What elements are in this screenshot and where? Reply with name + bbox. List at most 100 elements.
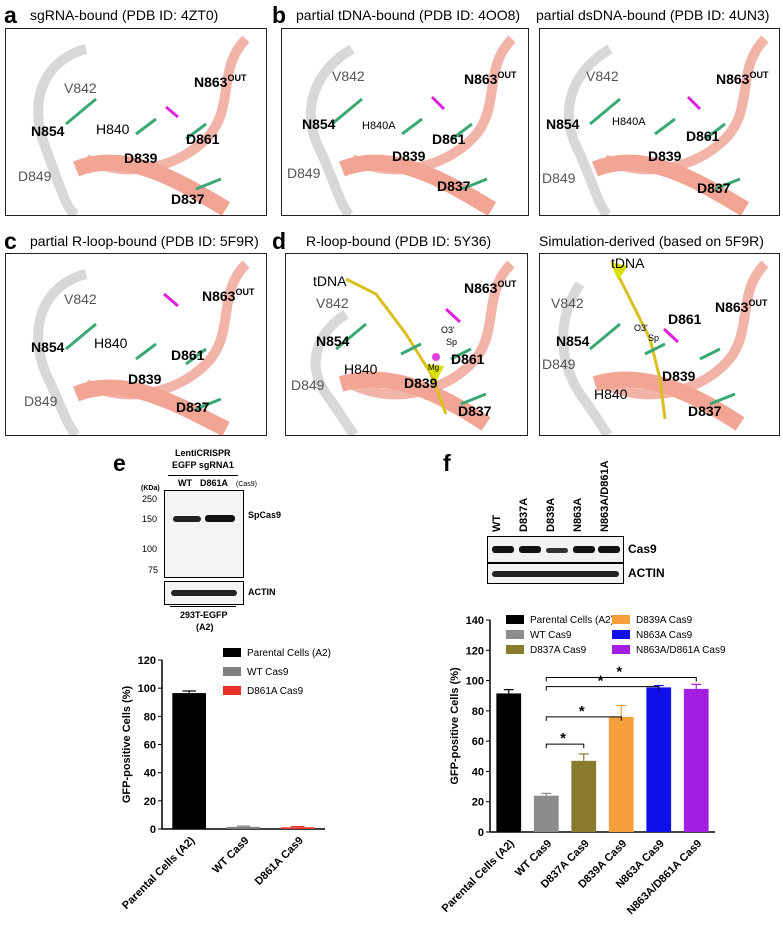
- y-axis-label: GFP-positive Cells (%): [449, 667, 461, 785]
- chart-e: 0 20 40 60 80 100 120 GFP-positive Cells (%) Par…: [100, 640, 360, 926]
- residue-n854: N854: [316, 333, 350, 349]
- structure-render-d: [310, 260, 515, 435]
- lane-d861a: D861A: [200, 478, 229, 488]
- bar-wt-cas9: [226, 826, 261, 829]
- residue-v842: V842: [64, 291, 97, 307]
- cell-line: 293T-EGFP: [180, 610, 228, 620]
- structure-render-b2: [563, 35, 769, 215]
- x-tick-label-wt-cas9: WT Cas9: [210, 835, 251, 876]
- band-f-d837a: [519, 546, 541, 553]
- residue-n854: N854: [556, 333, 590, 349]
- residue-h840: H840: [594, 386, 628, 402]
- legend-swatch-d839a-cas9: [612, 615, 630, 624]
- legend-swatch-parental-cells-a2: [506, 615, 524, 624]
- residue-d839: D839: [128, 371, 162, 387]
- lane-f-d837a: D837A: [518, 497, 530, 532]
- y-tick-label: 0: [150, 824, 156, 836]
- panel-label-d: d: [272, 228, 287, 254]
- residue-d839: D839: [662, 368, 696, 384]
- significance-bracket-n863a-cas9: [545, 686, 660, 691]
- x-tick-label-parental-cells-a2: Parental Cells (A2): [120, 834, 197, 911]
- ion-mg: Mg: [428, 363, 440, 372]
- x-tick-label-parental-cells-a2: Parental Cells (A2): [440, 837, 517, 914]
- band-label-cas9: Cas9: [628, 542, 657, 556]
- y-tick-label: 80: [472, 706, 484, 718]
- legend-label-n863a-cas9: N863A Cas9: [636, 630, 693, 641]
- residue-h840: H840: [94, 335, 128, 351]
- legend-swatch-d837a-cas9: [506, 645, 524, 654]
- significance-bracket-n863a-d861a-cas9: [545, 677, 697, 682]
- y-tick-label: 0: [478, 827, 484, 839]
- structure-panel-b: V842 N863OUT N854 H840A D861 D839 D849 D…: [281, 28, 529, 216]
- bar-n863a-d861a-cas9: [683, 688, 709, 832]
- residue-d837: D837: [458, 403, 492, 419]
- residue-h840a: H840A: [612, 116, 646, 128]
- bar-parental-cells-a2: [172, 693, 207, 829]
- marker-100: 100: [142, 544, 158, 554]
- y-axis-label: GFP-positive Cells (%): [121, 685, 133, 803]
- bar-d837a-cas9: [571, 760, 597, 832]
- legend-swatch-d861a-cas9: [223, 686, 241, 695]
- structure-render-a: [33, 35, 250, 215]
- y-tick-label: 40: [144, 768, 156, 780]
- residue-d861: D861: [668, 311, 702, 327]
- residue-d861: D861: [186, 131, 220, 147]
- y-tick-label: 100: [466, 676, 484, 688]
- significance-bracket-d839a-cas9: [545, 716, 622, 721]
- structure-panel-c: V842 N863OUT N854 H840 D861 D839 D849 D8…: [5, 253, 267, 436]
- residue-d839: D839: [392, 148, 426, 164]
- blot-header-line2: EGFP sgRNA1: [172, 460, 234, 470]
- chart-f-svg: 0 20 40 60 80 100 120 140 GFP-positive Cells (%)…: [440, 615, 726, 917]
- bar-wt-cas9: [533, 795, 559, 832]
- bar-d839a-cas9: [608, 716, 634, 832]
- residue-tdna: tDNA: [313, 273, 347, 289]
- structure-render-c: [33, 260, 250, 435]
- residue-d837: D837: [171, 191, 205, 207]
- residue-d849: D849: [24, 393, 58, 409]
- legend-label-wt-cas9: WT Cas9: [530, 630, 572, 641]
- bar-d861a-cas9: [280, 827, 315, 829]
- residue-n854: N854: [302, 116, 336, 132]
- residue-v842: V842: [64, 80, 97, 96]
- legend-label-d861a-cas9: D861A Cas9: [247, 686, 304, 697]
- panel-label-e: e: [113, 450, 126, 476]
- marker-250: 250: [142, 494, 158, 504]
- residue-d837: D837: [697, 180, 731, 196]
- band-actin: [171, 590, 237, 596]
- lane-f-n863a: N863A: [572, 497, 584, 532]
- kda-label: (KDa): [141, 485, 160, 492]
- lane-f-n863a-d861a: N863A/D861A: [599, 460, 611, 532]
- band-label-actin: ACTIN: [248, 587, 276, 597]
- structure-panel-d2: tDNA V842 N863OUT N854 H840 D861 D839 D8…: [539, 253, 780, 436]
- legend-label-n863a-d861a-cas9: N863A/D861A Cas9: [636, 645, 726, 656]
- band-f-n863a-d861a: [598, 546, 620, 553]
- panel-label-a: a: [4, 2, 17, 28]
- panel-label-c: c: [4, 228, 17, 254]
- structure-render-d2: [558, 260, 769, 435]
- y-tick-label: 40: [472, 766, 484, 778]
- band-label-actin-f: ACTIN: [628, 566, 665, 580]
- residue-h840: H840: [96, 121, 130, 137]
- residue-d849: D849: [542, 356, 576, 372]
- y-tick-label: 20: [144, 796, 156, 808]
- cell-line-sub: (A2): [196, 622, 214, 632]
- lane-note: (Cas9): [236, 481, 258, 488]
- cell-line-underline: [170, 606, 236, 607]
- residue-n863: N863OUT: [464, 279, 517, 296]
- residue-d849: D849: [287, 165, 321, 181]
- atom-o3: O3': [441, 325, 455, 335]
- atom-sp: Sp: [446, 337, 458, 347]
- significance-star-d837a-cas9: *: [560, 730, 566, 747]
- residue-n854: N854: [31, 123, 65, 139]
- panel-b2-title: partial dsDNA-bound (PDB ID: 4UN3): [536, 7, 770, 23]
- y-tick-label: 120: [138, 655, 156, 667]
- residue-d861: D861: [432, 131, 466, 147]
- significance-star-n863a-d861a-cas9: *: [616, 664, 622, 681]
- legend-label-d837a-cas9: D837A Cas9: [530, 645, 587, 656]
- band-wt-cas9: [173, 516, 201, 522]
- panel-label-b: b: [272, 2, 287, 28]
- y-tick-label: 20: [472, 797, 484, 809]
- residue-n854: N854: [31, 339, 65, 355]
- structure-panel-a: V842 N863OUT N854 H840 D861 D839 D849 D8…: [5, 28, 267, 216]
- bar-parental-cells-a2: [496, 693, 522, 832]
